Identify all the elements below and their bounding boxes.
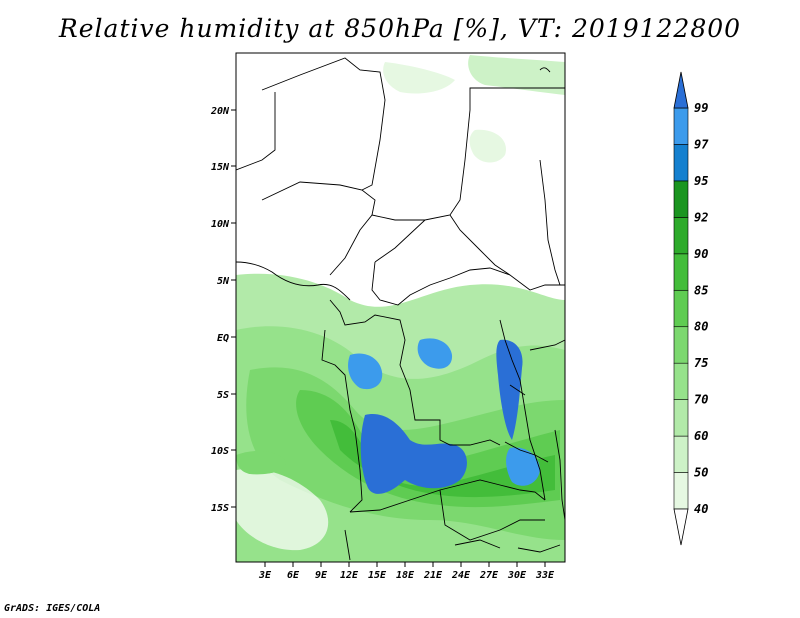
colorbar-segment	[673, 362, 689, 400]
lat-tick-label: 20N	[210, 106, 230, 117]
lon-tick-label: 3E	[258, 570, 272, 581]
lon-tick-label: 12E	[340, 570, 359, 581]
colorbar-segment	[673, 472, 689, 510]
lon-tick-label: 15E	[368, 570, 387, 581]
colorbar-segment	[673, 435, 689, 473]
colorbar-segment	[673, 107, 689, 145]
lat-tick-label: 15N	[211, 162, 230, 173]
colorbar-label: 90	[694, 247, 708, 261]
colorbar-label: 60	[694, 429, 708, 443]
lat-tick-label: 10N	[211, 219, 230, 230]
lat-tick-label: EQ	[217, 333, 229, 344]
lat-tick-label: 15S	[211, 503, 229, 514]
colorbar-label: 85	[694, 283, 708, 297]
chart-title: Relative humidity at 850hPa [%], VT: 201…	[58, 14, 742, 43]
colorbar-label: 97	[694, 137, 709, 151]
lon-tick-label: 27E	[479, 570, 499, 581]
lon-tick-label: 33E	[535, 570, 555, 581]
lon-tick-label: 18E	[396, 570, 415, 581]
colorbar-label: 99	[694, 101, 708, 115]
colorbar-label: 80	[694, 320, 708, 334]
colorbar-segment	[673, 180, 689, 218]
colorbar: 40 50 60 70 75 80 85 90 92 95 97 99	[673, 71, 709, 546]
lon-tick-label: 30E	[507, 570, 527, 581]
colorbar-label: 40	[694, 502, 708, 516]
colorbar-min-arrow	[673, 508, 689, 546]
colorbar-segment	[673, 289, 689, 328]
colorbar-label: 75	[694, 356, 708, 370]
lon-tick-label: 24E	[451, 570, 471, 581]
colorbar-segment	[673, 144, 689, 182]
humidity-field	[236, 55, 565, 562]
lon-tick-label: 6E	[287, 570, 300, 581]
colorbar-label: 50	[694, 466, 708, 480]
lat-axis: 20N 15N 10N 5N EQ 5S 10S 15S	[210, 106, 236, 514]
colorbar-segment	[673, 217, 689, 255]
colorbar-max-arrow	[673, 71, 689, 109]
credit-label: GrADS: IGES/COLA	[4, 603, 101, 614]
colorbar-segment	[673, 253, 689, 291]
colorbar-segment	[673, 399, 689, 437]
lon-tick-label: 9E	[315, 570, 328, 581]
lon-axis: 3E 6E 9E 12E 15E 18E 21E 24E 27E 30E 33E	[258, 562, 555, 581]
lat-tick-label: 10S	[211, 446, 229, 457]
colorbar-label: 95	[694, 174, 708, 188]
colorbar-label: 92	[694, 210, 708, 224]
lat-tick-label: 5N	[217, 276, 230, 287]
colorbar-label: 70	[694, 393, 708, 407]
lat-tick-label: 5S	[217, 390, 229, 401]
map-frame	[235, 52, 566, 563]
country-boundaries	[236, 57, 565, 561]
colorbar-segment	[673, 326, 689, 364]
lon-tick-label: 21E	[423, 570, 443, 581]
